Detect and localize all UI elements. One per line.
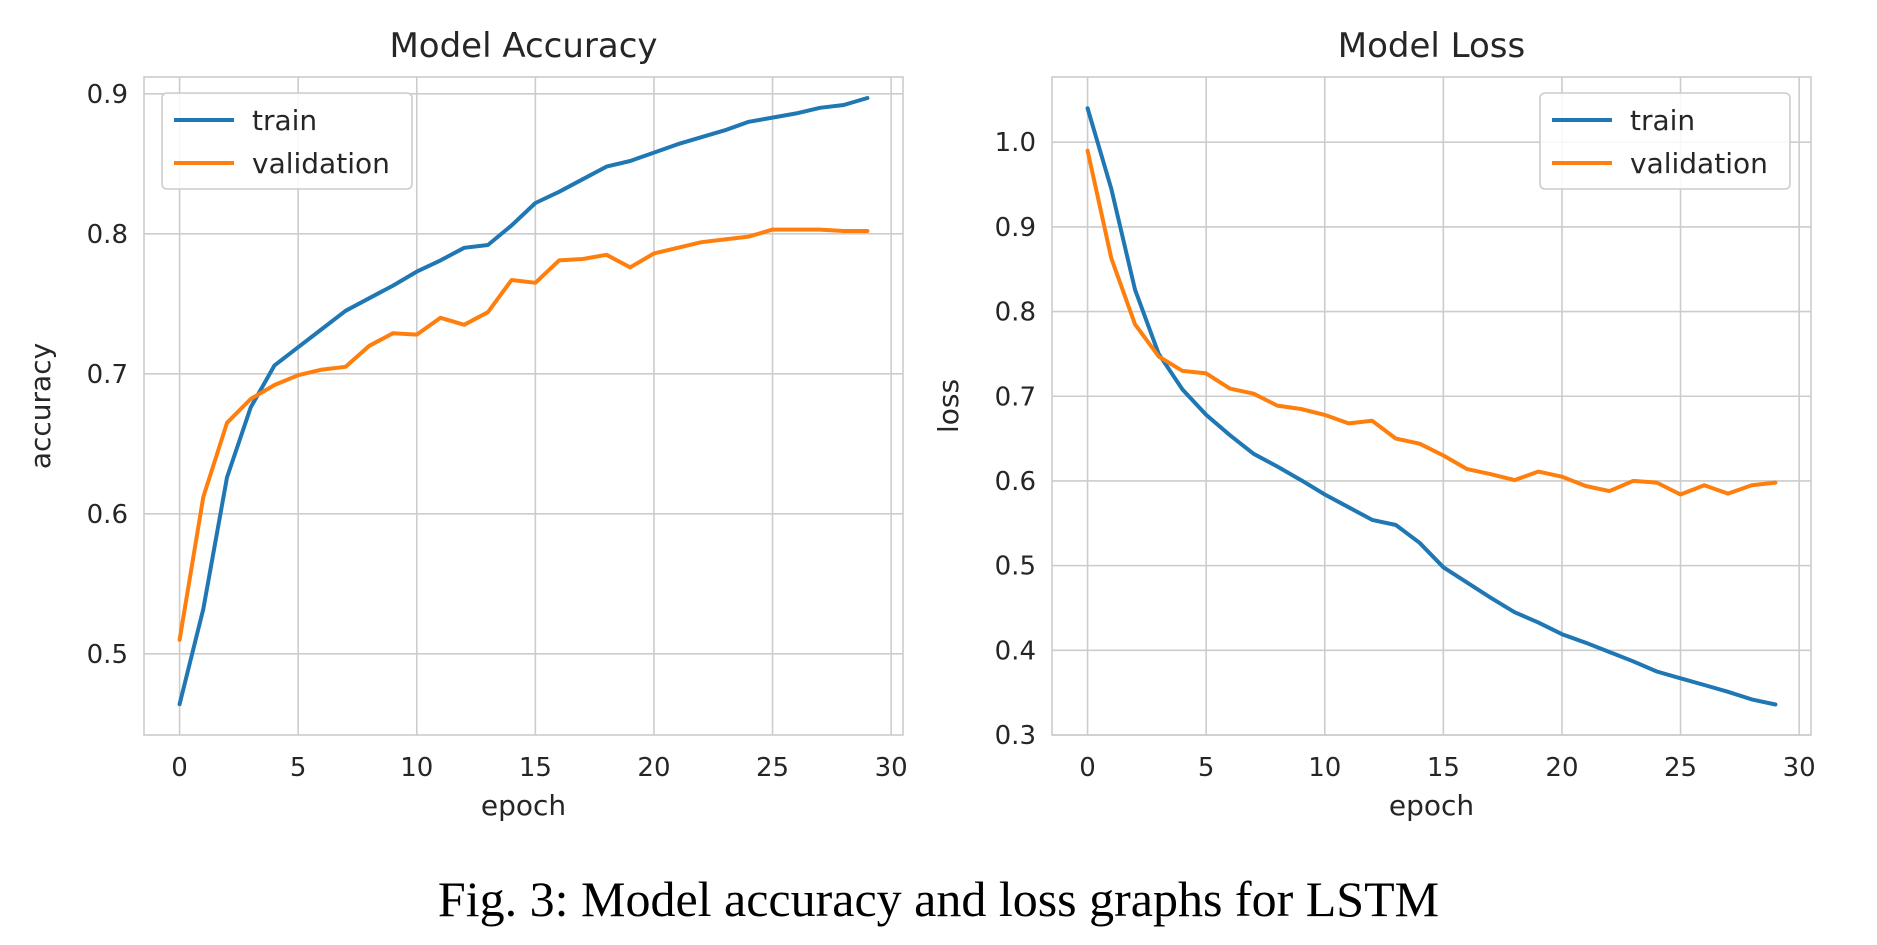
- x-tick-label: 20: [637, 753, 670, 783]
- y-tick-label: 0.6: [995, 467, 1036, 497]
- legend-label-validation: validation: [252, 147, 390, 180]
- x-tick-label: 30: [1783, 753, 1816, 783]
- x-tick-label: 0: [171, 753, 188, 783]
- legend: train validation: [1539, 92, 1791, 190]
- y-tick-label: 0.3: [995, 721, 1036, 751]
- plot-frame: [143, 76, 904, 736]
- y-tick-label: 0.4: [995, 636, 1036, 666]
- y-tick-label: 0.9: [87, 80, 128, 110]
- x-tick-label: 25: [1664, 753, 1697, 783]
- x-tick-label: 10: [400, 753, 433, 783]
- x-tick-label: 5: [290, 753, 307, 783]
- series-line-train: [177, 96, 870, 707]
- x-tick-label: 15: [1427, 753, 1460, 783]
- chart-title: Model Loss: [1338, 26, 1525, 66]
- x-tick-label: 30: [875, 753, 908, 783]
- x-axis-label: epoch: [481, 789, 566, 822]
- y-axis-label: loss: [932, 379, 965, 433]
- y-tick-label: 1.0: [995, 128, 1036, 158]
- legend-label-validation: validation: [1630, 147, 1768, 180]
- y-axis-label: accuracy: [24, 343, 57, 469]
- figure-caption: Fig. 3: Model accuracy and loss graphs f…: [437, 871, 1440, 927]
- y-tick-label: 0.8: [995, 298, 1036, 328]
- legend-label-train: train: [252, 104, 317, 137]
- y-tick-label: 0.7: [87, 360, 128, 390]
- x-tick-label: 10: [1308, 753, 1341, 783]
- y-tick-label: 0.5: [87, 640, 128, 670]
- y-tick-label: 0.8: [87, 220, 128, 250]
- legend: train validation: [161, 92, 413, 190]
- x-axis-label: epoch: [1389, 789, 1474, 822]
- y-tick-label: 0.7: [995, 382, 1036, 412]
- x-tick-label: 0: [1079, 753, 1096, 783]
- x-tick-label: 15: [519, 753, 552, 783]
- legend-label-train: train: [1630, 104, 1695, 137]
- plot-frame: [1051, 76, 1812, 736]
- chart-title: Model Accuracy: [389, 26, 657, 66]
- series-line-train: [1085, 106, 1778, 707]
- y-tick-label: 0.9: [995, 213, 1036, 243]
- y-tick-label: 0.5: [995, 552, 1036, 582]
- x-tick-label: 20: [1545, 753, 1578, 783]
- chart-2: 0 5 10 15 20 25 30 0.3 0.4 0.5 0.6 0.7 0.8 0.9 1.0 Mode…: [932, 26, 1816, 822]
- series-line-validation: [177, 227, 870, 642]
- chart-1: 0 5 10 15 20 25 30 0.5 0.6 0.7 0.8 0.9 Model Accurac…: [24, 26, 908, 822]
- x-tick-label: 5: [1198, 753, 1215, 783]
- series-line-validation: [1085, 148, 1778, 497]
- x-tick-label: 25: [756, 753, 789, 783]
- y-tick-label: 0.6: [87, 500, 128, 530]
